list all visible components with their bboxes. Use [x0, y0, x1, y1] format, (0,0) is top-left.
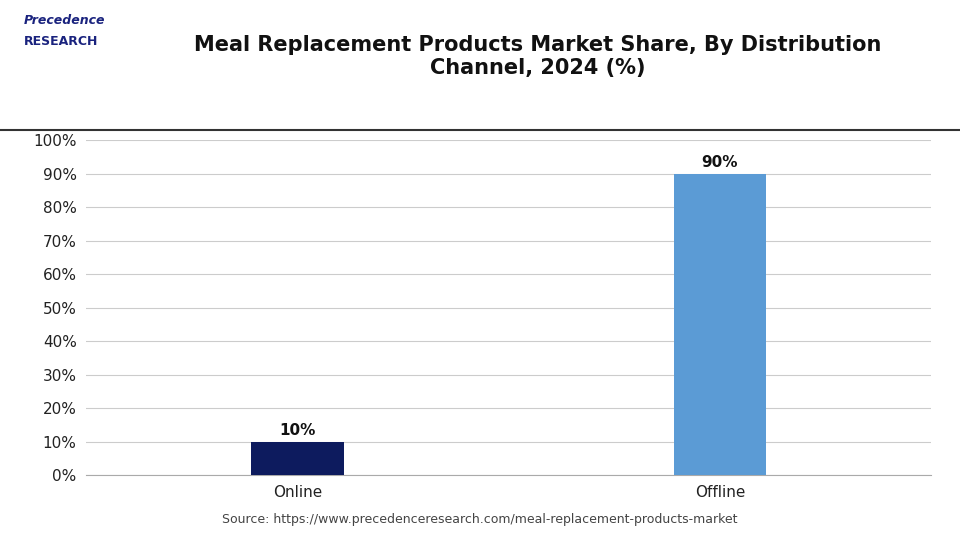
Text: Meal Replacement Products Market Share, By Distribution
Channel, 2024 (%): Meal Replacement Products Market Share, …	[194, 35, 881, 78]
Text: Source: https://www.precedenceresearch.com/meal-replacement-products-market: Source: https://www.precedenceresearch.c…	[223, 514, 737, 526]
Text: Precedence: Precedence	[24, 14, 106, 26]
Bar	[252, 442, 344, 475]
Text: 90%: 90%	[702, 155, 738, 170]
Text: RESEARCH: RESEARCH	[24, 35, 98, 48]
Bar	[674, 174, 766, 475]
Text: 10%: 10%	[279, 423, 316, 438]
